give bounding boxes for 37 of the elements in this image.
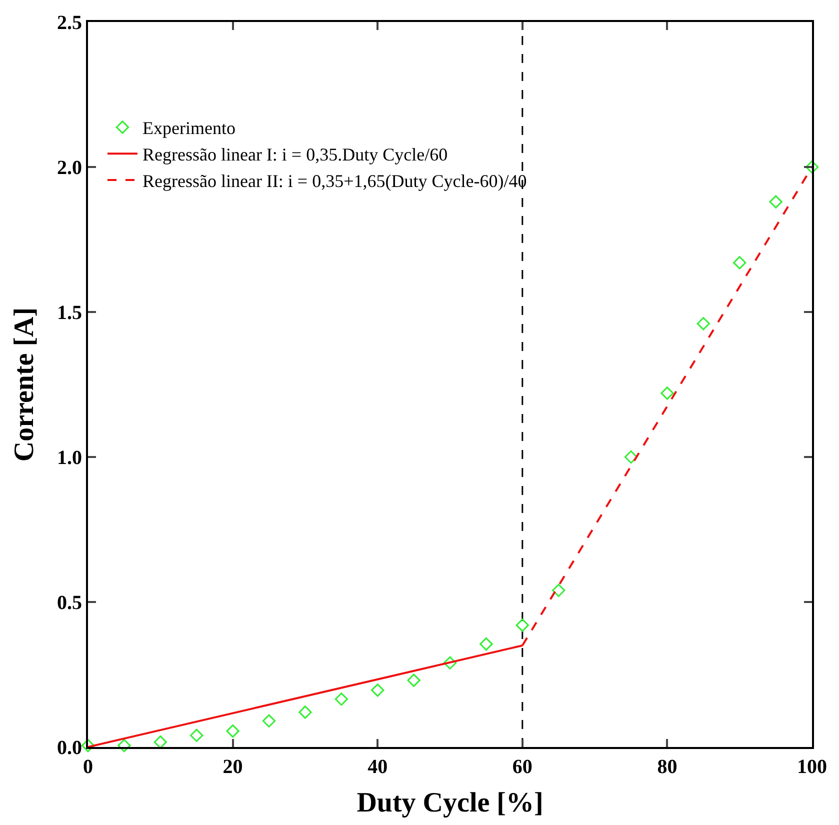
point — [81, 738, 95, 752]
x-tick-label: 60 — [512, 756, 532, 778]
legend-label: Regressão linear I: i = 0,35.Duty Cycle/60 — [142, 144, 448, 165]
y-tick-label: 1.0 — [57, 447, 82, 469]
x-tick-label: 20 — [222, 756, 243, 778]
legend-label: Regressão linear II: i = 0,35+1,65(Duty Cycle-60)/40 — [142, 171, 527, 192]
point — [769, 195, 782, 208]
point — [480, 637, 493, 651]
point — [516, 618, 529, 632]
x-tick-label: 40 — [368, 756, 388, 778]
point — [154, 735, 167, 749]
legend-label: Experimento — [142, 118, 236, 138]
y-axis-title: Corrente [A] — [9, 307, 40, 462]
y-tick-label: 2.5 — [57, 12, 82, 34]
point — [190, 728, 204, 742]
x-tick-label: 100 — [797, 756, 827, 778]
point — [660, 386, 674, 400]
x-tick-label: 80 — [657, 756, 678, 778]
y-tick-label: 0.0 — [57, 737, 82, 759]
point — [805, 160, 819, 174]
y-tick-label: 0.5 — [57, 592, 82, 614]
point — [226, 724, 240, 738]
point — [262, 714, 276, 728]
point — [696, 317, 710, 330]
point — [552, 584, 566, 597]
point — [407, 674, 420, 687]
point — [733, 256, 746, 270]
point — [443, 656, 457, 670]
point — [118, 738, 131, 752]
point — [298, 706, 312, 719]
x-axis-title: Duty Cycle [%] — [356, 788, 544, 819]
y-tick-label: 2.0 — [57, 157, 82, 179]
x-tick-label: 0 — [83, 756, 93, 778]
point — [334, 692, 348, 706]
y-tick-label: 1.5 — [57, 302, 82, 324]
point — [371, 684, 384, 697]
point — [624, 450, 638, 464]
